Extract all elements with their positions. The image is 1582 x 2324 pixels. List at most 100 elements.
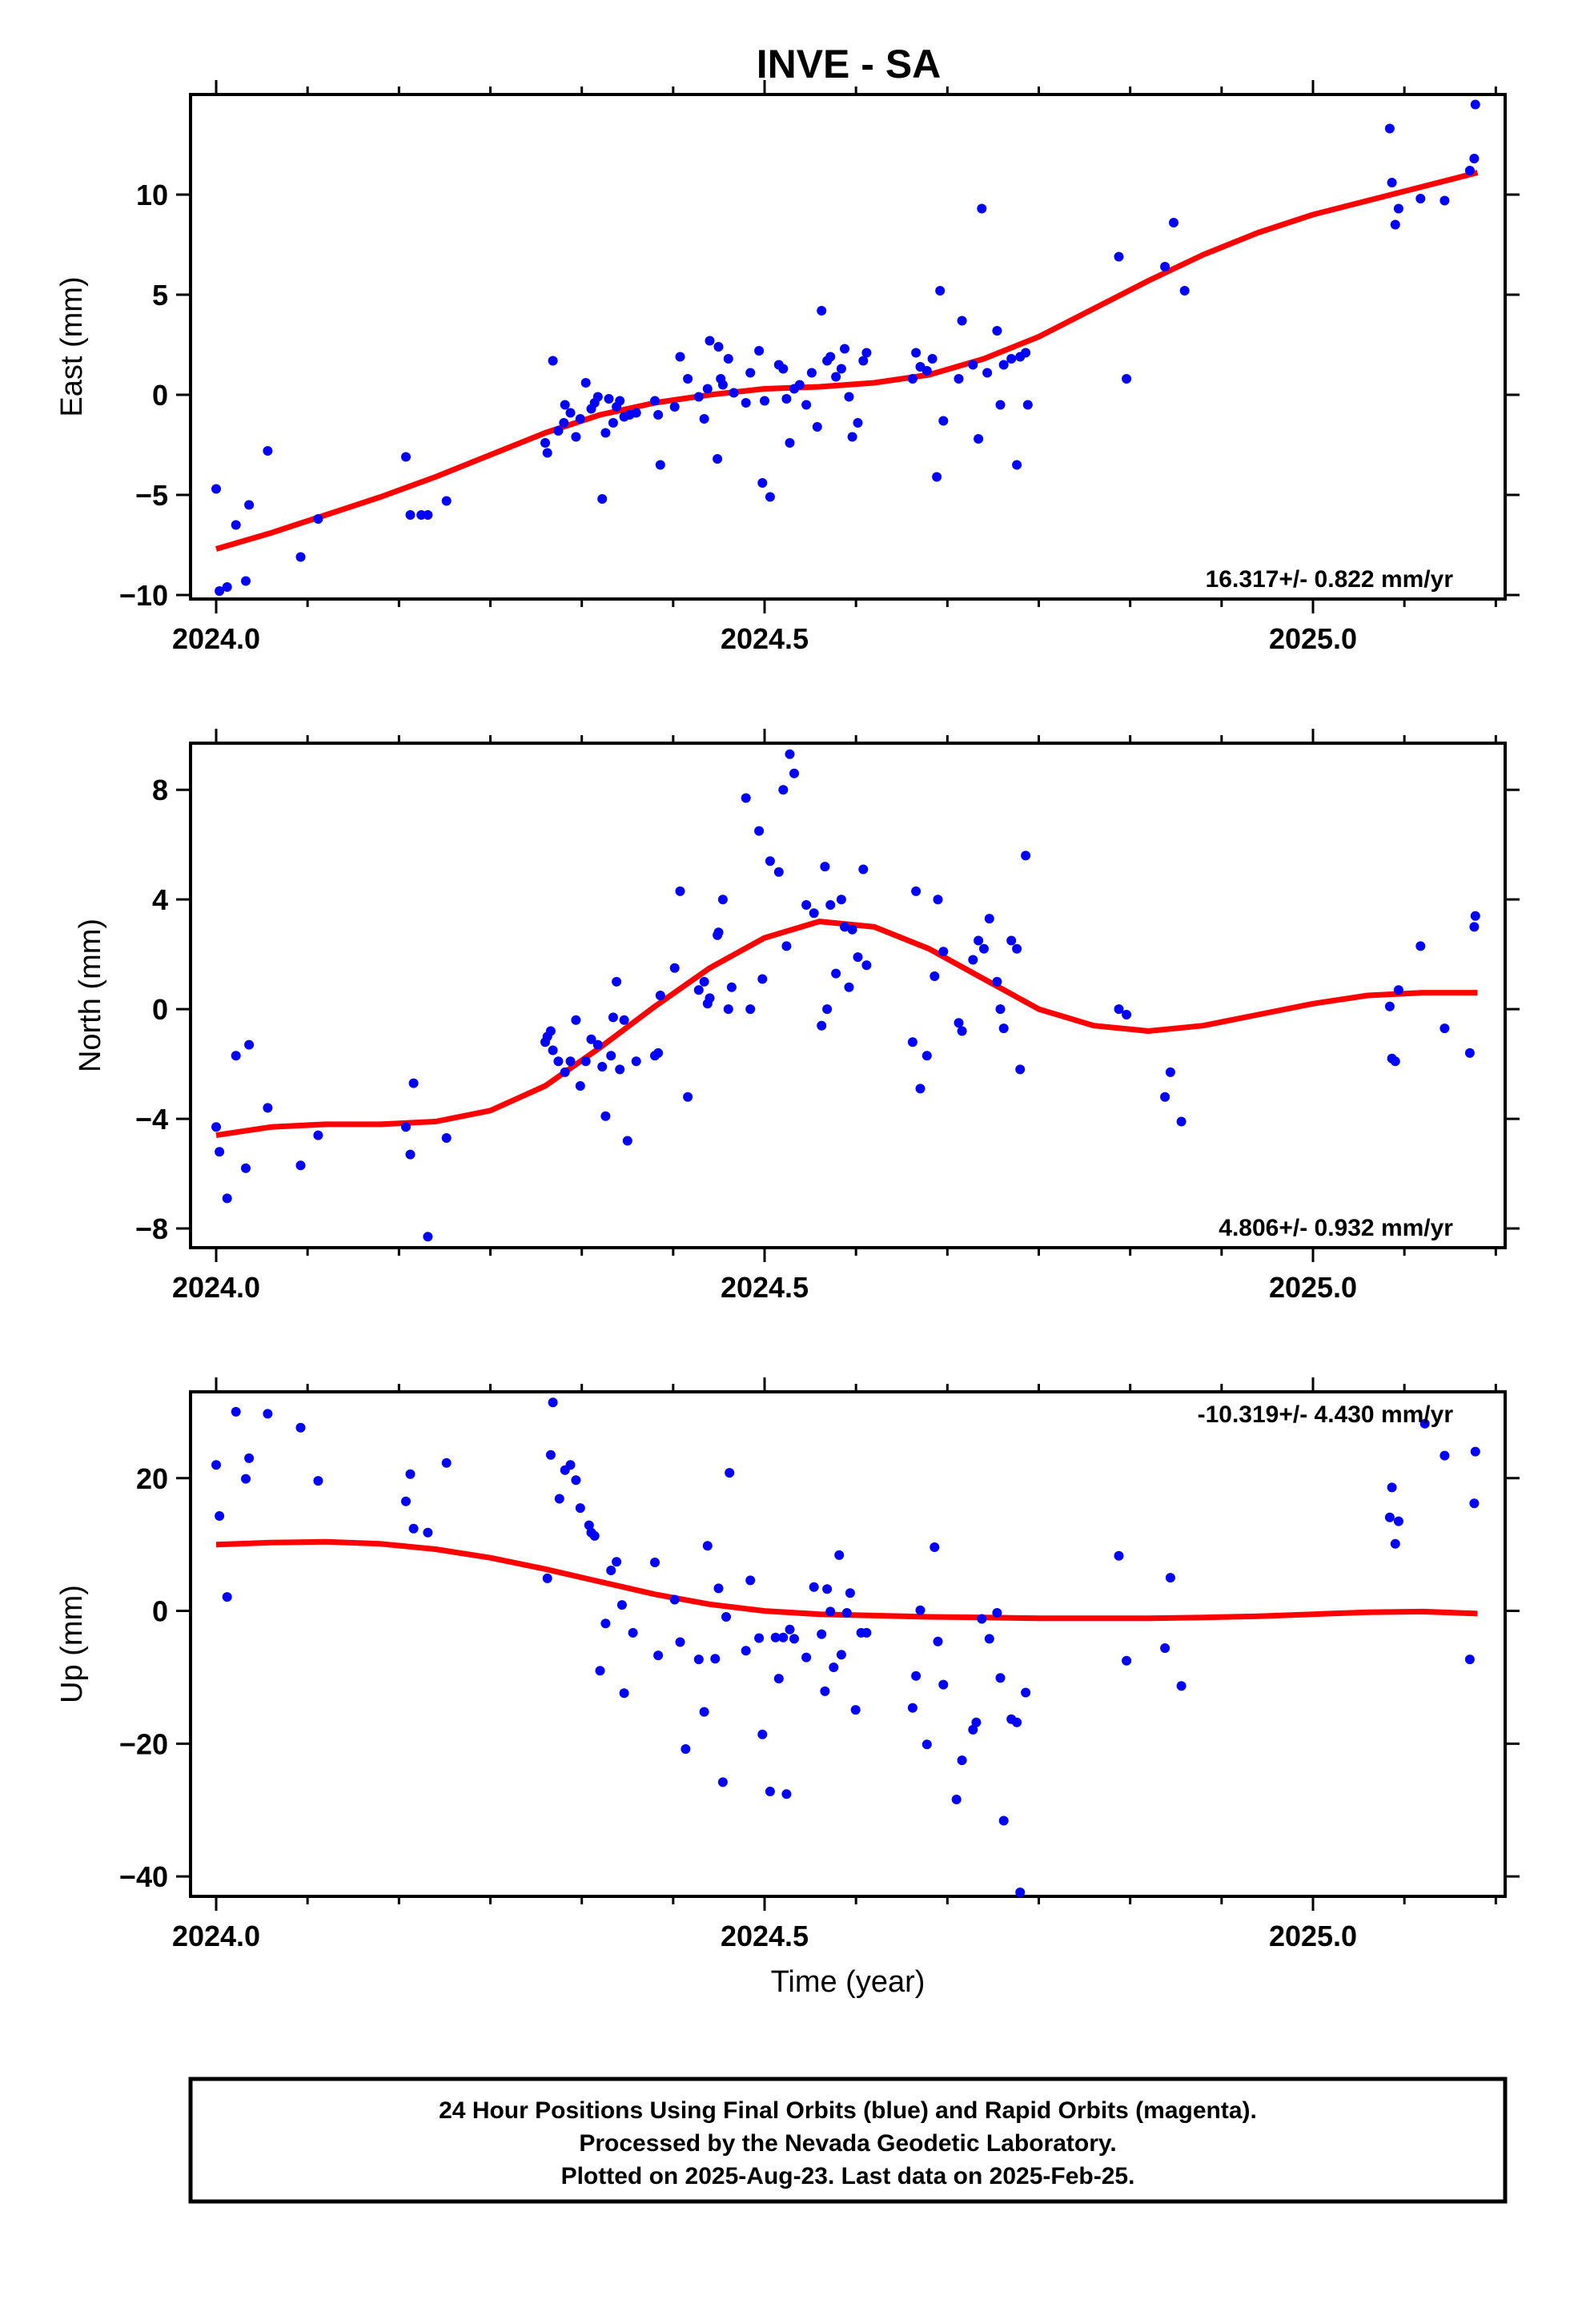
panel-east-point [840,344,849,354]
panel-north-ytick-label: 4 [152,883,168,916]
panel-east-ytick-label: −10 [119,579,168,612]
panel-east-point [575,414,585,424]
panel-up-point [809,1582,819,1592]
panel-up-point [984,1634,994,1644]
panel-east-point [977,203,987,214]
panel-east-point [705,336,715,346]
panel-east-point [215,586,225,596]
panel-north-point [907,1037,917,1047]
panel-east-fit [215,170,1479,552]
panel-north-frame [189,742,1507,1249]
panel-east-point [836,364,846,374]
panel-east-point [295,552,306,562]
panel-north-point [773,866,784,877]
panel-north-point [1470,911,1480,921]
panel-up-frame [189,1390,1507,1898]
panel-east-ylabel: East (mm) [55,276,89,416]
panel-up-point [713,1583,724,1594]
panel-north-point [820,862,830,872]
panel-north-point [1012,943,1022,954]
panel-up-point [725,1468,735,1478]
panel-east-frame [189,93,1507,601]
panel-east-point [932,472,942,482]
panel-east-xtick-label: 2024.0 [172,622,260,655]
panel-north-point [1469,922,1480,932]
panel-north-point [215,1147,225,1157]
panel-east-point [1179,286,1190,296]
panel-up-point [836,1650,846,1660]
panel-north-ticks: 2024.0 2024.5 2025.0 −8 −4 0 4 8 [135,729,1520,1304]
panel-up-point [1165,1573,1175,1583]
panel-up-point [1439,1450,1450,1461]
panel-up-fit-line [215,1538,1478,1622]
panel-east-point [861,348,872,358]
panel-east-point [669,402,680,412]
panel-up-ytick-label: −40 [119,1860,168,1893]
panel-up-point [231,1406,241,1417]
panel-up-point [801,1652,812,1663]
panel-east-point [560,400,570,410]
panel-north-point [995,1004,1006,1015]
panel-up-ticks: 2024.0 2024.5 2025.0 −40 −20 0 20 [119,1377,1520,1952]
panel-north-ytick-label: −4 [135,1103,168,1136]
panel-up-point [822,1584,833,1594]
panel-up-point [554,1494,564,1504]
panel-up-point [1469,1498,1480,1509]
panel-north-point [1122,1010,1132,1019]
panel-east-point [571,432,581,442]
panel-north-point [631,1056,641,1067]
panel-north-point [726,982,737,992]
panel-north-point [1114,1004,1124,1015]
panel-north-points [211,749,1480,1242]
footer-box: 24 Hour Positions Using Final Orbits (bl… [188,2077,1508,2204]
panel-up-point [575,1503,585,1514]
panel-up-point [977,1614,987,1624]
panel-up-xtick-label: 2024.5 [721,1920,809,1952]
panel-north-point [781,941,792,951]
panel-up-ytick-label: −20 [119,1727,168,1760]
panel-north-point [683,1092,693,1102]
panel-north-point [861,960,872,971]
panel-up-point [313,1476,323,1486]
panel-up-point [765,1787,775,1796]
panel-east-point [853,418,863,428]
panel-north-point [580,1056,591,1067]
panel-up-point [1012,1717,1022,1727]
panel-east-point [713,342,724,352]
panel-north-point [741,793,751,803]
panel-up-point [721,1612,731,1622]
panel-north-point [858,864,869,875]
panel-up-point [741,1646,751,1656]
panel-east-point [542,448,552,458]
panel-up-point [653,1651,664,1661]
panel-east-point [702,384,713,394]
panel-north-point [954,1018,964,1028]
panel-up-point [1393,1516,1403,1526]
panel-north-point [548,1045,558,1055]
panel-up-point [829,1663,839,1672]
panel-north-xtick-label: 2024.0 [172,1271,260,1304]
panel-north-point [717,895,728,905]
panel-up-point [401,1496,411,1506]
panel-east-point [717,380,728,390]
panel-north-point [933,895,943,905]
panel-east-point [812,422,822,432]
panel-east-point [693,392,704,402]
panel-north-point [817,1020,827,1031]
panel-east-point [1393,203,1403,214]
footer-line-1: 24 Hour Positions Using Final Orbits (bl… [439,2097,1257,2124]
panel-north-rate: 4.806+/- 0.932 mm/yr [1219,1215,1453,1241]
panel-east-point [982,368,993,378]
panel-up-point [408,1523,419,1534]
panel-up-point [589,1530,600,1541]
panel-north-point [244,1039,255,1050]
panel-north-ylabel: North (mm) [74,919,107,1072]
panel-east-point [938,416,949,426]
panel-east-point [998,360,1009,370]
panel-east-point [847,432,857,442]
panel-north-point [785,749,795,759]
panel-east-point [615,396,625,406]
footer-frame [188,2077,1508,2204]
panel-up-point [933,1636,943,1647]
panel-north-point [984,914,994,924]
